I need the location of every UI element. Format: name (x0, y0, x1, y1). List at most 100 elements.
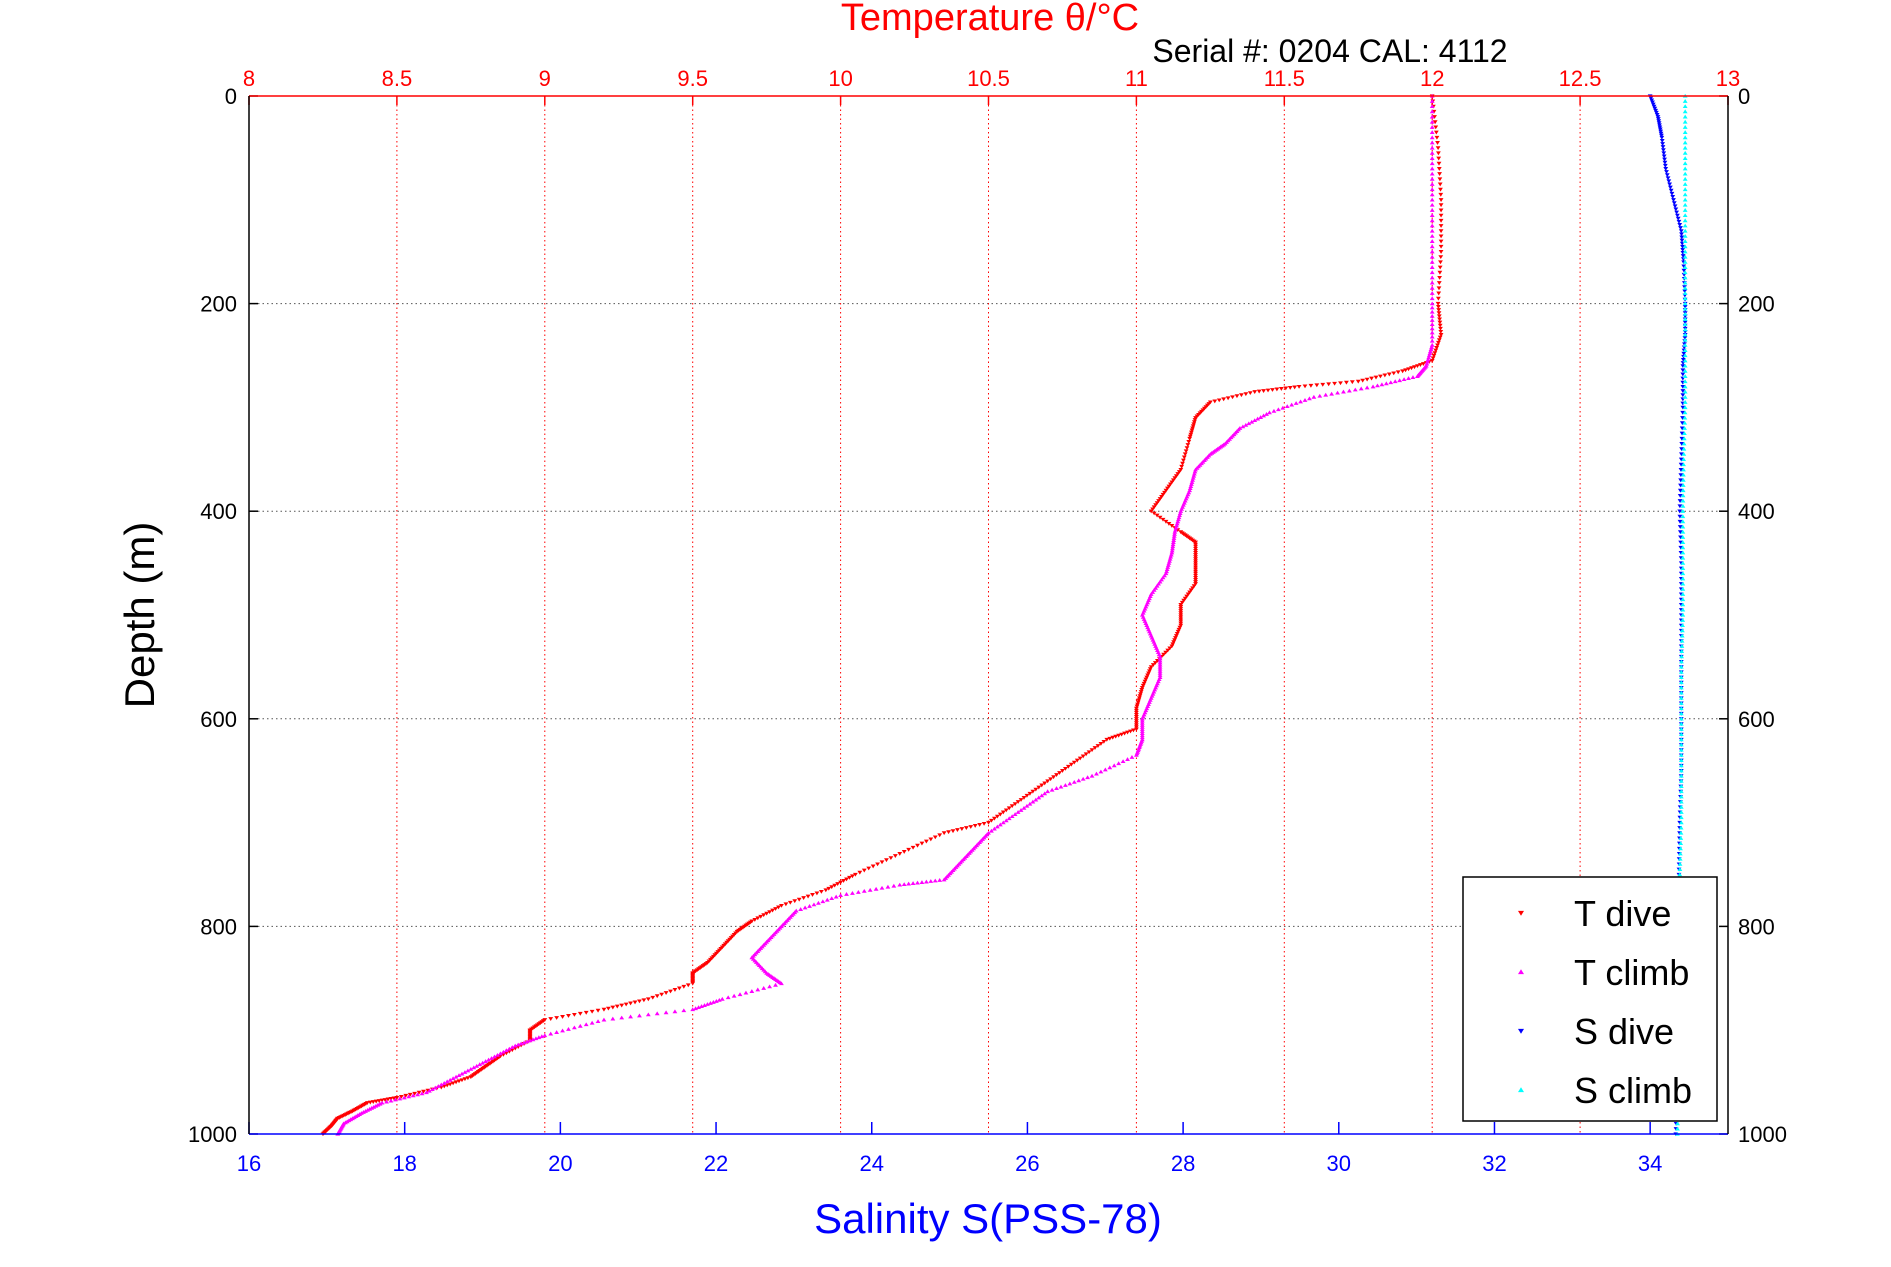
series-point (1140, 683, 1146, 688)
series-point (1429, 249, 1435, 254)
series-point (1134, 717, 1139, 721)
salinity-tick-label: 18 (392, 1151, 416, 1176)
series-point (1139, 733, 1145, 738)
series-point (1033, 787, 1039, 792)
series-point (1174, 523, 1180, 528)
series-point (1139, 731, 1145, 736)
temperature-tick-label: 10 (828, 66, 852, 91)
series-point (1157, 662, 1163, 667)
series-point (1243, 392, 1249, 397)
series-point (1682, 233, 1688, 238)
series-point (1338, 381, 1343, 386)
series-point (1089, 773, 1095, 778)
series-point (1682, 99, 1688, 103)
series-point (1098, 769, 1104, 774)
series-point (1083, 752, 1089, 757)
series-point (1678, 752, 1684, 757)
salinity-tick-label: 22 (704, 1151, 728, 1176)
series-point (1682, 405, 1688, 410)
series-point (910, 845, 916, 850)
series-point (1678, 732, 1684, 737)
series-point (672, 1009, 678, 1014)
series-point (1680, 247, 1686, 252)
series-point (1157, 664, 1163, 669)
series-point (1681, 436, 1687, 441)
series-point (1275, 407, 1281, 412)
series-point (994, 814, 1000, 819)
series-point (1429, 223, 1435, 228)
series-point (1679, 235, 1685, 240)
series-point (989, 828, 994, 833)
series-point (1051, 775, 1056, 780)
series-point (1678, 794, 1684, 799)
series-point (1249, 419, 1255, 424)
series-point (1163, 488, 1169, 493)
series-point (1437, 177, 1443, 182)
series-point (1314, 383, 1320, 388)
series-point (1009, 814, 1015, 819)
series-point (1436, 314, 1442, 319)
series-point (1085, 775, 1090, 780)
series-point (1364, 377, 1370, 382)
series-point (1139, 729, 1145, 733)
series-point (1438, 260, 1443, 265)
temperature-tick-label: 13 (1716, 66, 1740, 91)
series-point (1296, 384, 1302, 389)
series-point (702, 1003, 707, 1007)
series-point (915, 880, 920, 885)
series-point (1429, 135, 1435, 140)
series-point (530, 1037, 536, 1042)
series-point (1682, 317, 1688, 321)
salinity-tick-label: 16 (237, 1151, 261, 1176)
series-point (1429, 345, 1435, 349)
series-point (1677, 488, 1683, 493)
series-point (1680, 623, 1685, 628)
series-point (1163, 519, 1169, 524)
series-point (645, 1012, 651, 1017)
series-point (1176, 470, 1182, 474)
series-point (1678, 695, 1684, 700)
temperature-tick-label: 12 (1420, 66, 1444, 91)
series-point (1077, 756, 1083, 761)
series-point (1682, 197, 1688, 202)
y-tick-label-right: 1000 (1738, 1122, 1787, 1147)
series-point (1406, 376, 1411, 381)
series-point (1429, 114, 1435, 119)
series-point (1429, 140, 1435, 145)
series-point (1682, 254, 1688, 259)
series-point (1681, 467, 1686, 472)
series-point (1431, 353, 1437, 358)
series-point (1110, 735, 1116, 740)
series-point (486, 1057, 491, 1062)
series-point (1167, 556, 1173, 561)
series-point (1682, 400, 1688, 404)
series-point (986, 820, 991, 825)
series-point (506, 1049, 512, 1054)
series-point (1677, 525, 1683, 529)
series-point (1680, 540, 1686, 545)
series-point (841, 879, 846, 883)
series-point (668, 989, 673, 994)
series-point (1175, 629, 1181, 634)
series-point (1094, 771, 1099, 776)
series-point (690, 1007, 696, 1012)
series-point (1193, 569, 1198, 574)
series-point (1665, 176, 1671, 181)
series-point (1098, 742, 1104, 746)
series-point (879, 885, 885, 890)
legend-marker (1518, 969, 1524, 975)
series-point (1378, 374, 1383, 379)
series-point (1680, 571, 1686, 576)
series-point (1015, 800, 1021, 804)
series-point (548, 1031, 554, 1036)
series-point (1437, 335, 1443, 340)
series-point (1680, 244, 1685, 249)
series-point (829, 885, 835, 890)
series-point (1659, 138, 1665, 143)
series-point (1682, 208, 1688, 212)
series-point (1682, 275, 1688, 280)
series-point (421, 1089, 426, 1094)
series-point (1681, 441, 1687, 446)
series-point (1135, 700, 1141, 705)
series-point (1433, 348, 1439, 353)
